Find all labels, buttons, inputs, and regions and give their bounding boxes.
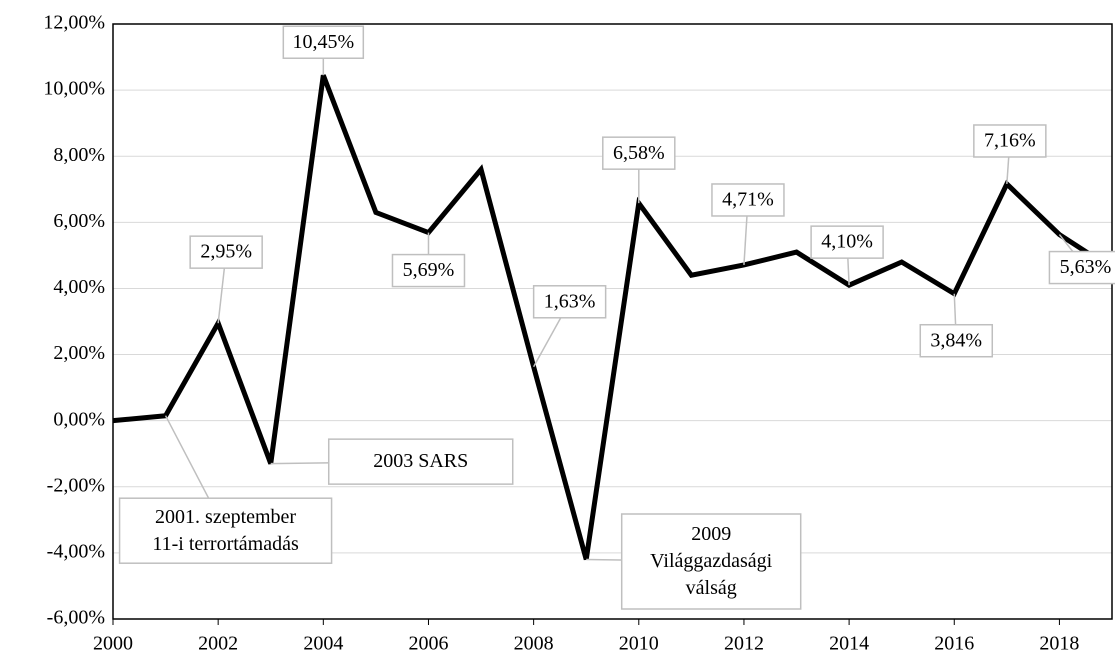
- value-label: 6,58%: [613, 142, 665, 164]
- y-tick-label: 4,00%: [53, 276, 105, 298]
- value-label-box: [1048, 250, 1115, 285]
- value-label-box: [391, 253, 466, 288]
- plot-border: [112, 23, 1113, 620]
- value-label: 4,71%: [722, 189, 774, 211]
- x-tick-label: 2016: [934, 633, 974, 655]
- value-label: 3,84%: [930, 329, 982, 351]
- value-label-box: [532, 285, 607, 319]
- value-label: 2,95%: [200, 241, 252, 263]
- annotation-box: [327, 438, 514, 485]
- annotation: válság: [686, 577, 737, 599]
- y-tick-label: 2,00%: [53, 342, 105, 364]
- x-tick-label: 2010: [619, 633, 659, 655]
- value-label-box: [282, 25, 365, 59]
- value-label: 1,63%: [544, 290, 596, 312]
- y-tick-label: -2,00%: [47, 474, 105, 496]
- y-tick-label: 0,00%: [53, 408, 105, 430]
- y-tick-label: 12,00%: [43, 12, 105, 34]
- y-tick-label: -6,00%: [47, 607, 105, 629]
- value-label-box: [711, 183, 785, 217]
- value-label-box: [602, 136, 676, 170]
- value-label: 7,16%: [984, 130, 1036, 152]
- annotation: 11-i terrortámadás: [152, 533, 299, 555]
- value-label: 5,69%: [403, 259, 455, 281]
- value-label-box: [189, 235, 263, 269]
- x-tick-label: 2018: [1039, 633, 1079, 655]
- value-label-box: [810, 225, 884, 259]
- annotation: 2009: [691, 523, 731, 545]
- x-tick-label: 2006: [408, 633, 448, 655]
- value-label: 10,45%: [292, 31, 354, 53]
- annotation-box: [620, 513, 802, 610]
- value-label: 5,63%: [1060, 256, 1112, 278]
- y-tick-label: 10,00%: [43, 78, 105, 100]
- annotation: 2003 SARS: [373, 450, 468, 472]
- value-label-box: [973, 124, 1047, 158]
- line-series: [112, 74, 1114, 561]
- annotation-box: [118, 497, 333, 564]
- y-tick-label: -4,00%: [47, 540, 105, 562]
- value-label: 4,10%: [821, 231, 873, 253]
- x-tick-label: 2008: [514, 633, 554, 655]
- annotation: 2001. szeptember: [155, 506, 296, 528]
- x-tick-label: 2000: [93, 633, 133, 655]
- x-tick-label: 2004: [303, 633, 343, 655]
- annotation: Világgazdasági: [650, 550, 773, 572]
- x-tick-label: 2002: [198, 633, 238, 655]
- x-tick-label: 2014: [829, 633, 869, 655]
- y-tick-label: 6,00%: [53, 210, 105, 232]
- y-tick-label: 8,00%: [53, 144, 105, 166]
- value-label-box: [919, 323, 994, 358]
- x-tick-label: 2012: [724, 633, 764, 655]
